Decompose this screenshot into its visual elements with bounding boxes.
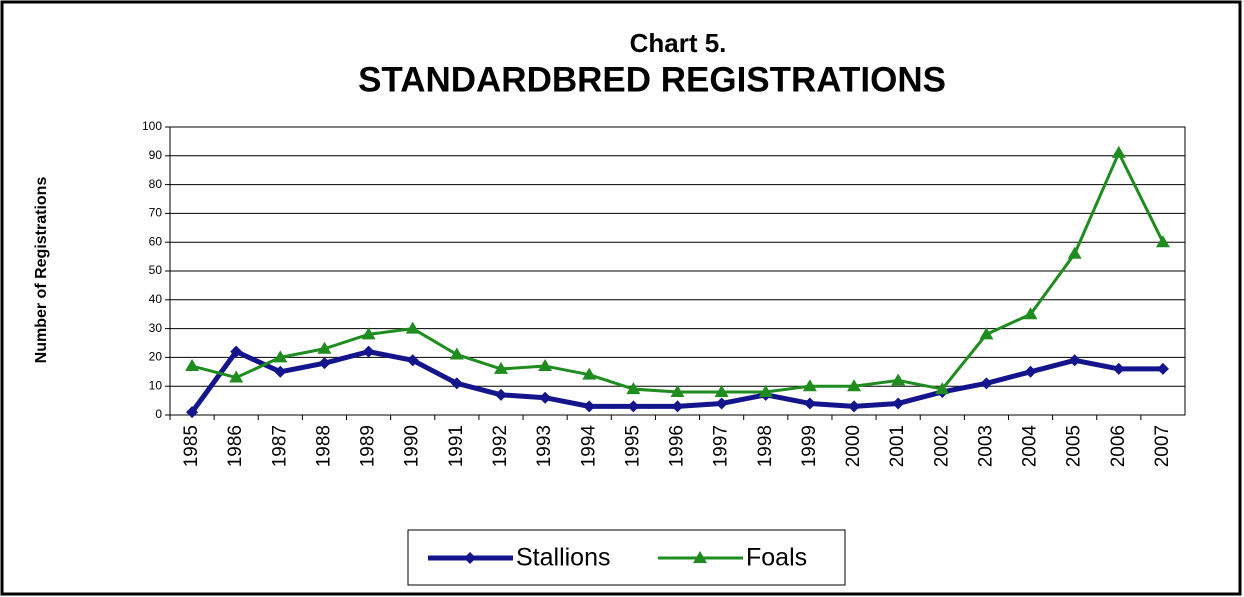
data-point	[627, 400, 640, 413]
data-point	[230, 345, 243, 358]
data-point	[891, 373, 906, 386]
data-point	[494, 388, 507, 401]
data-point	[847, 379, 862, 392]
x-tick-label: 1995	[622, 425, 643, 467]
data-point	[405, 321, 420, 334]
data-point	[671, 400, 684, 413]
x-tick-label: 2003	[975, 425, 996, 467]
y-tick-label: 20	[149, 350, 163, 364]
data-point	[715, 397, 728, 410]
x-tick-label: 1998	[755, 425, 776, 467]
plot-border	[169, 126, 1186, 416]
x-tick-label: 1990	[402, 425, 423, 467]
data-point	[803, 397, 816, 410]
data-point	[493, 361, 508, 374]
data-point	[274, 365, 287, 378]
data-point	[185, 359, 200, 372]
x-tick-label: 1988	[313, 425, 334, 467]
data-point	[361, 327, 376, 340]
data-point	[538, 359, 553, 372]
data-point	[1067, 246, 1082, 259]
x-tick-label: 1987	[269, 425, 290, 467]
data-point	[539, 391, 552, 404]
x-tick-label: 1991	[446, 425, 467, 467]
x-tick-label: 2006	[1108, 425, 1129, 467]
x-tick-label: 1999	[799, 425, 820, 467]
y-tick-label: 60	[149, 234, 163, 248]
y-tick-label: 90	[149, 148, 163, 162]
data-point	[892, 397, 905, 410]
legend-label: Stallions	[516, 544, 611, 572]
x-tick-label: 2001	[887, 425, 908, 467]
data-point	[273, 350, 288, 363]
data-point	[758, 384, 773, 397]
x-tick-label: 2000	[843, 425, 864, 467]
data-point	[450, 377, 463, 390]
chart-title: Chart 5.	[630, 28, 727, 58]
data-point	[582, 367, 597, 380]
data-point	[449, 347, 464, 360]
y-axis-label: Number of Registrations	[33, 177, 50, 364]
data-point	[1156, 362, 1169, 375]
x-tick-label: 2007	[1152, 425, 1173, 467]
data-point	[583, 400, 596, 413]
x-tick-label: 1997	[711, 425, 732, 467]
x-tick-label: 1985	[181, 425, 202, 467]
x-tick-label: 1994	[578, 425, 599, 468]
legend-label: Foals	[746, 544, 807, 572]
x-tick-label: 2005	[1064, 425, 1085, 467]
y-tick-label: 30	[149, 321, 163, 335]
y-tick-label: 80	[149, 177, 163, 191]
data-point	[186, 406, 199, 419]
x-tick-label: 2004	[1020, 425, 1041, 468]
y-tick-label: 50	[149, 263, 163, 277]
data-point	[406, 354, 419, 367]
data-point	[1068, 354, 1081, 367]
data-point	[1112, 362, 1125, 375]
data-point	[362, 345, 375, 358]
data-point	[848, 400, 861, 413]
x-tick-label: 1992	[490, 425, 511, 467]
data-point	[714, 384, 729, 397]
y-tick-label: 100	[142, 119, 162, 133]
data-point	[979, 327, 994, 340]
y-tick-label: 10	[149, 378, 163, 392]
y-tick-label: 70	[149, 206, 163, 220]
x-tick-label: 1993	[534, 425, 555, 467]
x-tick-label: 1989	[358, 425, 379, 467]
y-tick-label: 0	[155, 407, 162, 421]
data-point	[229, 370, 244, 383]
x-tick-label: 2002	[931, 425, 952, 467]
chart-subtitle: STANDARDBRED REGISTRATIONS	[358, 60, 946, 99]
y-tick-label: 40	[149, 292, 163, 306]
x-tick-label: 1996	[667, 425, 688, 467]
data-point	[1111, 145, 1126, 158]
legend-marker	[464, 552, 476, 564]
data-point	[1155, 235, 1170, 248]
data-point	[670, 384, 685, 397]
data-point	[935, 382, 950, 395]
data-point	[980, 377, 993, 390]
data-point	[318, 357, 331, 370]
data-point	[626, 382, 641, 395]
data-point	[1024, 365, 1037, 378]
legend-marker	[693, 551, 707, 563]
data-point	[1023, 307, 1038, 320]
x-tick-label: 1986	[225, 425, 246, 467]
data-point	[317, 341, 332, 354]
data-point	[802, 379, 817, 392]
